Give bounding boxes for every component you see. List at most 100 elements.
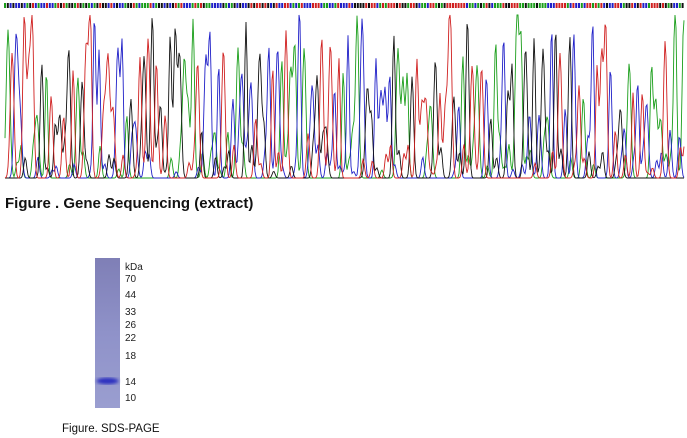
base-call xyxy=(653,3,656,8)
base-call xyxy=(144,3,146,8)
base-call xyxy=(284,3,286,8)
base-call xyxy=(499,3,502,8)
base-call xyxy=(278,3,281,8)
base-call xyxy=(664,3,667,8)
base-call xyxy=(300,3,303,8)
base-call xyxy=(236,3,239,8)
base-call xyxy=(314,3,317,8)
base-call xyxy=(230,3,233,8)
base-call xyxy=(270,3,272,8)
base-call xyxy=(216,3,219,8)
base-call xyxy=(194,3,197,8)
base-call xyxy=(659,3,662,8)
base-call xyxy=(611,3,614,8)
base-call xyxy=(435,3,438,8)
trace-line xyxy=(4,14,685,179)
base-call xyxy=(513,3,516,8)
protein-band xyxy=(96,377,119,385)
base-call xyxy=(390,3,393,8)
base-call xyxy=(480,3,482,8)
base-call xyxy=(211,3,214,8)
marker-label: 22 xyxy=(125,333,137,344)
base-call xyxy=(625,3,628,8)
base-call xyxy=(356,3,359,8)
base-call xyxy=(303,3,306,8)
base-call xyxy=(141,3,144,8)
base-call xyxy=(373,3,376,8)
base-call xyxy=(99,3,102,8)
base-call xyxy=(82,3,85,8)
base-call xyxy=(261,3,264,8)
base-call xyxy=(79,3,82,8)
base-call xyxy=(32,3,34,8)
base-call xyxy=(12,3,15,8)
base-call xyxy=(233,3,236,8)
base-call xyxy=(673,3,676,8)
base-call xyxy=(359,3,362,8)
base-call xyxy=(454,3,457,8)
base-call xyxy=(253,3,256,8)
base-call xyxy=(449,3,452,8)
base-call xyxy=(286,3,289,8)
base-call xyxy=(572,3,575,8)
base-call xyxy=(600,3,603,8)
base-call xyxy=(443,3,446,8)
base-call xyxy=(130,3,132,8)
base-call xyxy=(317,3,320,8)
base-call xyxy=(222,3,225,8)
base-call xyxy=(527,3,530,8)
base-call xyxy=(62,3,65,8)
base-call xyxy=(421,3,424,8)
base-call xyxy=(242,3,244,8)
base-call xyxy=(146,3,149,8)
base-call xyxy=(43,3,46,8)
base-call xyxy=(15,3,18,8)
base-call xyxy=(312,3,314,8)
base-call xyxy=(9,3,12,8)
base-call xyxy=(256,3,258,8)
base-call xyxy=(289,3,292,8)
base-call xyxy=(60,3,62,8)
base-call xyxy=(166,3,169,8)
base-call xyxy=(639,3,642,8)
base-call xyxy=(440,3,443,8)
base-call xyxy=(368,3,370,8)
base-call xyxy=(132,3,135,8)
base-call xyxy=(68,3,71,8)
base-call xyxy=(107,3,110,8)
base-call xyxy=(426,3,429,8)
base-call xyxy=(401,3,404,8)
base-call xyxy=(23,3,26,8)
base-call xyxy=(264,3,267,8)
base-call xyxy=(561,3,564,8)
base-call xyxy=(564,3,566,8)
base-call xyxy=(191,3,194,8)
base-call xyxy=(491,3,494,8)
base-call xyxy=(642,3,645,8)
base-call xyxy=(127,3,130,8)
base-call xyxy=(334,3,337,8)
base-call xyxy=(40,3,43,8)
base-call xyxy=(384,3,387,8)
base-call xyxy=(306,3,309,8)
base-call xyxy=(578,3,580,8)
base-call xyxy=(634,3,636,8)
base-call xyxy=(412,3,415,8)
base-call xyxy=(228,3,230,8)
base-call xyxy=(628,3,631,8)
base-call xyxy=(272,3,275,8)
base-call xyxy=(452,3,454,8)
base-call xyxy=(522,3,524,8)
figure-caption: Figure. SDS-PAGE xyxy=(62,423,160,435)
base-call xyxy=(163,3,166,8)
base-call xyxy=(323,3,326,8)
base-call xyxy=(524,3,527,8)
base-call xyxy=(650,3,653,8)
base-call xyxy=(4,3,6,8)
base-call xyxy=(468,3,471,8)
base-call xyxy=(547,3,550,8)
base-call xyxy=(418,3,421,8)
base-call xyxy=(474,3,477,8)
base-call xyxy=(345,3,348,8)
marker-labels: 70 44 33 26 22 18 14 10 xyxy=(125,274,137,404)
